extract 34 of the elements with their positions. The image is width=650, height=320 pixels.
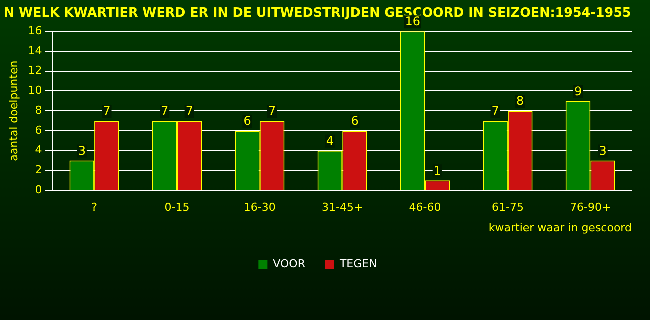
legend-label: TEGEN xyxy=(338,257,378,270)
y-tick-label: 12 xyxy=(28,64,42,78)
data-label: 6 xyxy=(244,114,252,128)
data-label: 7 xyxy=(492,104,500,118)
x-tick-label: 76-90+ xyxy=(570,201,612,214)
data-label: 1 xyxy=(434,164,442,178)
x-tick-label: ? xyxy=(92,201,98,214)
y-tick-label: 16 xyxy=(28,24,42,38)
x-axis-title: kwartier waar in gescoord xyxy=(488,221,632,234)
x-tick-label: 0-15 xyxy=(164,201,190,214)
data-label: 7 xyxy=(103,104,111,118)
x-tick-label: 46-60 xyxy=(409,201,442,214)
data-label: 8 xyxy=(516,94,524,108)
data-label: 7 xyxy=(186,104,194,118)
data-label: 16 xyxy=(405,14,421,29)
y-tick-label: 2 xyxy=(35,164,42,177)
y-tick-label: 8 xyxy=(35,104,42,117)
x-tick-label: 61-75 xyxy=(492,201,524,214)
x-tick-label: 16-30 xyxy=(244,201,276,214)
data-label: 3 xyxy=(599,144,607,158)
legend-label: VOOR xyxy=(273,257,306,270)
y-tick-label: 6 xyxy=(35,124,42,137)
y-tick-label: 14 xyxy=(28,44,42,58)
y-axis-title: aantal doelpunten xyxy=(7,60,20,162)
y-tick-label: 10 xyxy=(28,84,42,98)
data-label: 9 xyxy=(574,84,582,98)
data-label: 7 xyxy=(268,104,276,118)
x-tick-label: 31-45+ xyxy=(322,201,364,214)
data-label: 6 xyxy=(351,114,359,128)
data-label: 3 xyxy=(78,144,86,158)
y-tick-label: 0 xyxy=(35,183,42,196)
data-label: 7 xyxy=(161,104,169,118)
y-tick-label: 4 xyxy=(35,144,42,157)
data-label: 4 xyxy=(326,134,334,148)
